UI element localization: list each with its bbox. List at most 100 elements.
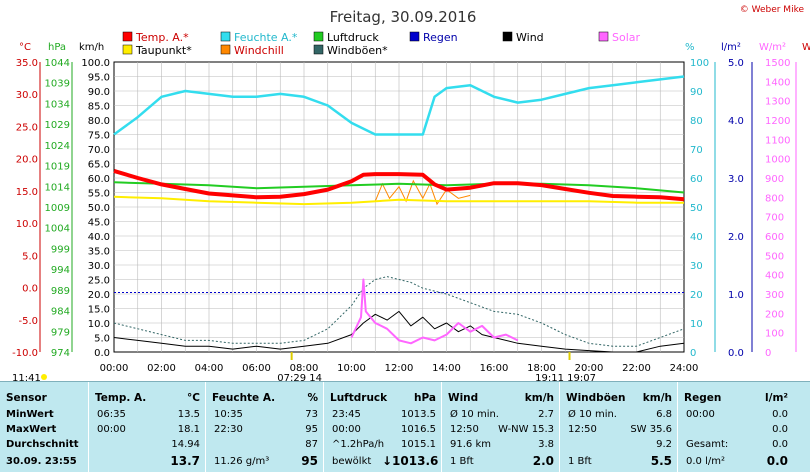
temp-column: Temp. A. °C 06:35 13.5 00:00 18.1 14.94 13.7 [88, 382, 206, 472]
regen-column: Regen l/m² 00:00 0.0 0.0 Gesamt: 0.0 0.0 l/m² 0.… [677, 382, 794, 472]
solar-tick: 1400 [765, 77, 790, 88]
pct-tick: 60 [690, 174, 703, 185]
kmh-tick: 20.0 [88, 290, 110, 301]
solar-tick: 1100 [765, 135, 790, 146]
wind-column-value: 2.7 [538, 409, 554, 420]
series-tempa-line [113, 168, 685, 202]
legend-label: Windböen* [327, 44, 388, 57]
luftdruck-column: Luftdruck hPa 23:45 1013.5 00:00 1016.5 ^1.2hP… [323, 382, 442, 472]
regen-column-header: Regen [684, 392, 722, 404]
solar-tick: 900 [765, 174, 784, 185]
feuchte-column-value: 87 [305, 439, 318, 450]
regen-column-unit: l/m² [765, 392, 788, 404]
sensor-header: Sensor [6, 392, 47, 404]
legend-label: Regen [423, 31, 458, 44]
legend-swatch [220, 44, 231, 55]
solar-tick: 800 [765, 193, 784, 204]
wind-column-value: 2.0 [532, 454, 554, 468]
kmh-tick: 60.0 [88, 174, 110, 185]
regen-column-time: 0.0 l/m² [686, 456, 725, 467]
temp-column-header: Temp. A. [95, 392, 147, 404]
temp-tick: 20.0 [16, 155, 38, 166]
rain-tick: 1.0 [728, 290, 744, 301]
hpa-unit-label: hPa [48, 42, 66, 53]
left-time: 11:41 [12, 373, 41, 381]
series-wind-line [113, 310, 685, 353]
x-tick: 22:00 [622, 363, 651, 374]
feuchte-column-unit: % [307, 392, 318, 404]
wind-column-time: 12:50 [450, 424, 479, 435]
axis-ticks: 100.095.090.085.080.075.070.065.060.055.… [12, 58, 797, 374]
luftdruck-column-value: 1015.1 [401, 439, 436, 450]
hpa-tick: 1009 [45, 203, 70, 214]
legend-swatch [409, 31, 420, 42]
windboeen-column-time: Ø 10 min. [568, 409, 617, 420]
temp-column-time: 06:35 [97, 409, 126, 420]
hpa-tick: 989 [51, 286, 70, 297]
pct-unit-label: % [685, 42, 695, 53]
sensor-row-label: MaxWert [6, 424, 57, 435]
temp-tick: -10.0 [12, 348, 38, 359]
solar-tick: 1000 [765, 155, 790, 166]
sensor-column: Sensor MinWert MaxWert Durchschnitt 30.09. 2… [0, 382, 88, 472]
kmh-tick: 10.0 [88, 319, 110, 330]
pct-tick: 50 [690, 203, 703, 214]
kmh-tick: 75.0 [88, 131, 110, 142]
hpa-tick: 1039 [45, 79, 70, 90]
hpa-tick: 994 [51, 265, 70, 276]
solar-tick: 500 [765, 251, 784, 262]
luftdruck-column-header: Luftdruck [330, 392, 388, 404]
legend-label: Taupunkt* [135, 44, 192, 57]
temp-tick: -5.0 [18, 316, 38, 327]
solar-tick: 1200 [765, 116, 790, 127]
windboeen-column-value: 9.2 [656, 439, 672, 450]
x-tick: 00:00 [100, 363, 129, 374]
legend-swatch [313, 44, 324, 55]
copyright-label: © Weber Mike [740, 5, 805, 15]
hpa-tick: 979 [51, 327, 70, 338]
luftdruck-column-value: 1016.5 [401, 424, 436, 435]
series-taupunkt-line [113, 195, 684, 206]
series-feuchtea-line [113, 75, 685, 136]
hpa-tick: 1029 [45, 120, 70, 131]
temp-column-value: 13.7 [170, 454, 200, 468]
wind-column-direction: W-NW 15.3 [498, 424, 554, 435]
time-markers: 07:29 14 19:11 19:07 11:41 [12, 352, 596, 381]
legend-swatch [122, 31, 133, 42]
luftdruck-column-value: 1013.5 [401, 409, 436, 420]
x-tick: 24:00 [670, 363, 699, 374]
pct-tick: 100 [690, 58, 709, 69]
sunset-time: 19:11 19:07 [535, 373, 596, 381]
axis-units: °C hPa km/h% l/m² W/m² W [19, 42, 810, 53]
temp-tick: 10.0 [16, 219, 38, 230]
temp-column-value: 13.5 [177, 409, 200, 420]
pct-tick: 0 [690, 348, 696, 359]
solar-tick: 1300 [765, 97, 790, 108]
temp-tick: 30.0 [16, 90, 38, 101]
feuchte-column-header: Feuchte A. [212, 392, 276, 404]
right-edge-unit-label: W [802, 42, 810, 53]
sensor-row-label: MinWert [6, 409, 54, 420]
pct-tick: 10 [690, 319, 703, 330]
pct-tick: 20 [690, 290, 703, 301]
temp-tick: 35.0 [16, 58, 38, 69]
weather-chart: Freitag, 30.09.2016 © Weber Mike Temp. A… [12, 5, 810, 381]
x-tick: 10:00 [337, 363, 366, 374]
wind-column: Wind km/h Ø 10 min. 2.7 12:50 W-NW 15.3 91.6 k… [441, 382, 560, 472]
kmh-tick: 35.0 [88, 247, 110, 258]
hpa-tick: 974 [51, 348, 70, 359]
temp-column-unit: °C [187, 392, 200, 404]
x-tick: 04:00 [195, 363, 224, 374]
wind-column-time: 1 Bft [450, 456, 474, 467]
x-tick: 14:00 [432, 363, 461, 374]
hpa-tick: 1024 [45, 141, 70, 152]
solar-tick: 1500 [765, 58, 790, 69]
windboeen-column-direction: SW 35.6 [630, 424, 672, 435]
luftdruck-column-unit: hPa [414, 392, 436, 404]
temp-column-time: 00:00 [97, 424, 126, 435]
solar-tick: 600 [765, 232, 784, 243]
rain-tick: 2.0 [728, 232, 744, 243]
legend-label: Windchill [234, 44, 284, 57]
pct-tick: 40 [690, 232, 703, 243]
kmh-tick: 50.0 [88, 203, 110, 214]
